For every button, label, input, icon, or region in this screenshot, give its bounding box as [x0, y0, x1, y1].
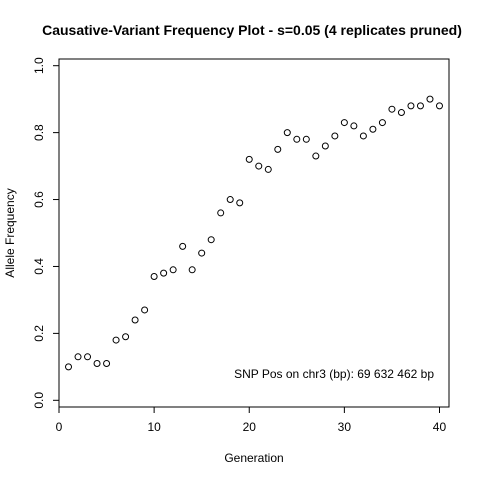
chart-title: Causative-Variant Frequency Plot - s=0.0…	[42, 22, 462, 38]
data-point	[131, 316, 139, 324]
data-points	[65, 95, 443, 371]
snp-position-annotation: SNP Pos on chr3 (bp): 69 632 462 bp	[234, 367, 434, 381]
y-tick-label: 0.4	[32, 258, 46, 275]
data-point	[331, 132, 339, 140]
data-point	[160, 269, 168, 277]
data-point	[245, 155, 253, 163]
data-point	[293, 135, 301, 143]
data-point	[65, 363, 73, 371]
y-axis-label: Allele Frequency	[3, 188, 17, 277]
data-point	[407, 102, 415, 110]
data-point	[350, 122, 358, 130]
data-point	[112, 336, 120, 344]
x-tick-label: 40	[433, 420, 447, 434]
data-point	[122, 333, 130, 341]
y-tick-label: 0.0	[32, 392, 46, 409]
data-point	[321, 142, 329, 150]
y-tick-label: 0.8	[32, 124, 46, 141]
data-point	[274, 145, 282, 153]
data-point	[217, 209, 225, 217]
x-axis: 0 10 20 30 40	[56, 407, 447, 434]
data-point	[169, 266, 177, 274]
y-axis: 0.0 0.2 0.4 0.6 0.8 1.0	[32, 57, 59, 409]
data-point	[93, 360, 101, 367]
data-point	[312, 152, 320, 160]
data-point	[359, 132, 367, 140]
data-point	[416, 102, 424, 110]
data-point	[74, 353, 82, 361]
data-point	[236, 199, 244, 207]
x-tick-label: 30	[338, 420, 352, 434]
data-point	[340, 119, 348, 127]
data-point	[103, 360, 111, 367]
data-point	[226, 196, 234, 204]
y-tick-label: 0.2	[32, 325, 46, 342]
x-tick-label: 10	[147, 420, 161, 434]
data-point	[207, 236, 215, 244]
data-point	[378, 119, 386, 127]
data-point	[198, 249, 206, 257]
data-point	[397, 109, 405, 117]
data-point	[141, 306, 149, 314]
data-point	[302, 135, 310, 143]
x-tick-label: 0	[56, 420, 63, 434]
data-point	[255, 162, 263, 170]
data-point	[188, 266, 196, 274]
data-point	[426, 95, 434, 103]
y-tick-label: 0.6	[32, 191, 46, 208]
x-axis-label: Generation	[224, 451, 283, 465]
data-point	[179, 242, 187, 250]
data-point	[150, 273, 158, 280]
data-point	[264, 165, 272, 173]
x-tick-label: 20	[243, 420, 257, 434]
data-point	[369, 125, 377, 133]
plot-frame	[58, 58, 450, 408]
data-point	[283, 129, 291, 137]
y-tick-label: 1.0	[32, 57, 46, 74]
data-point	[388, 105, 396, 113]
data-point	[435, 102, 443, 110]
data-point	[84, 353, 92, 361]
